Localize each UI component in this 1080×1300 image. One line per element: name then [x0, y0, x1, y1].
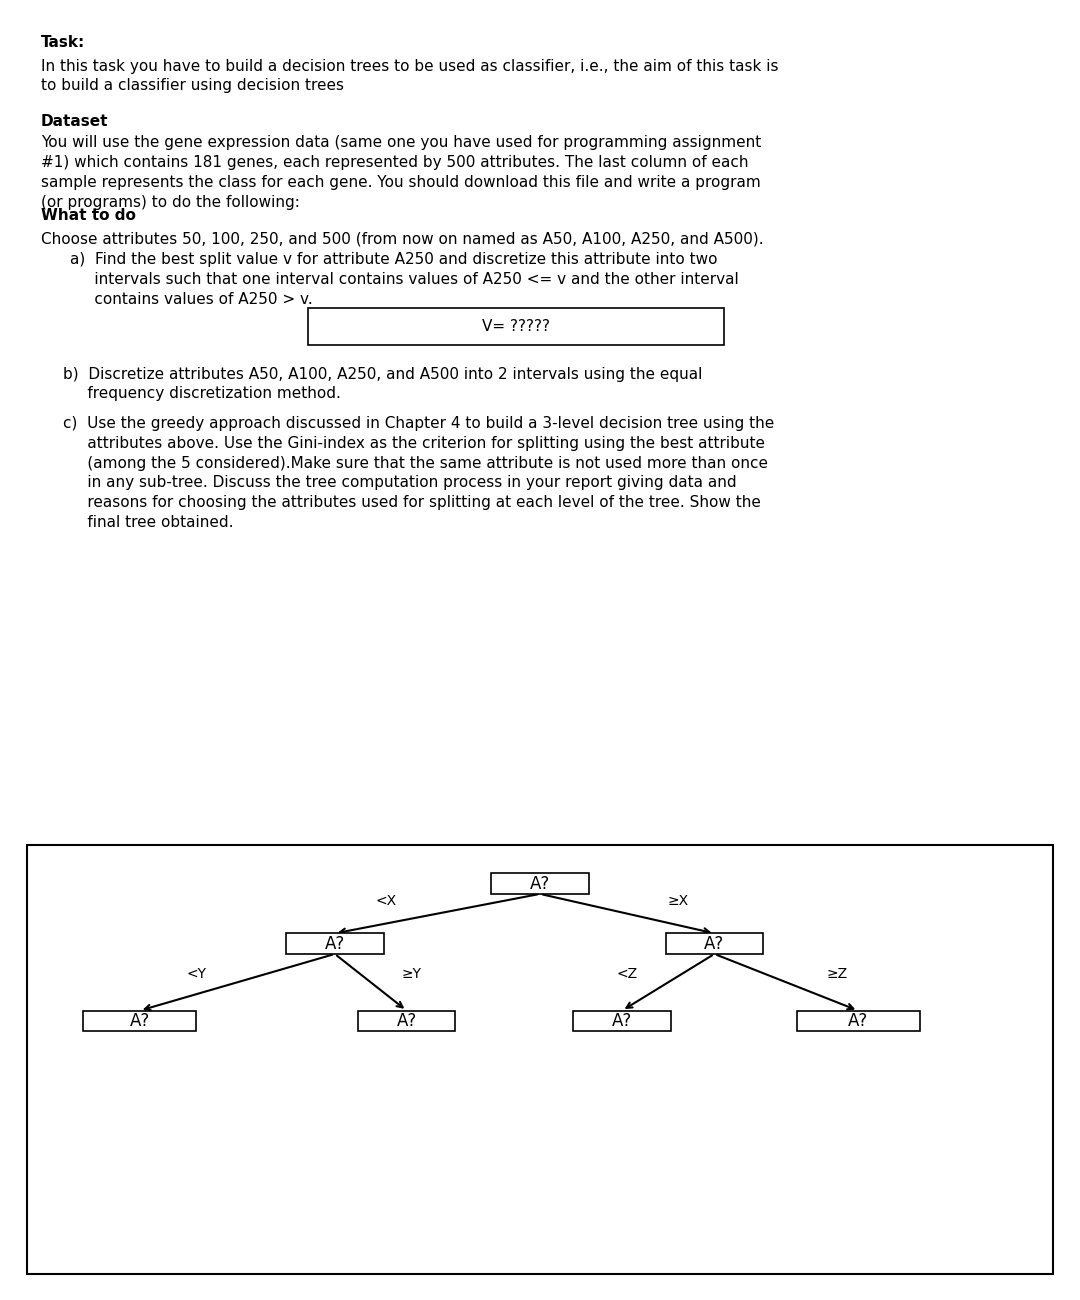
- Text: ≥Y: ≥Y: [402, 967, 422, 980]
- Text: In this task you have to build a decision trees to be used as classifier, i.e., : In this task you have to build a decisio…: [41, 58, 779, 94]
- Text: A?: A?: [612, 1011, 632, 1030]
- Bar: [83, 1010, 197, 1031]
- Text: <Y: <Y: [186, 967, 206, 980]
- Text: ≥Z: ≥Z: [827, 967, 848, 980]
- Text: b)  Discretize attributes A50, A100, A250, and A500 into 2 intervals using the e: b) Discretize attributes A50, A100, A250…: [63, 367, 702, 402]
- Bar: [573, 1010, 671, 1031]
- Text: A?: A?: [325, 935, 345, 953]
- Text: ≥X: ≥X: [667, 894, 689, 907]
- Text: Dataset: Dataset: [41, 114, 108, 130]
- Text: <Z: <Z: [617, 967, 638, 980]
- Text: a)  Find the best split value v for attribute A250 and discretize this attribute: a) Find the best split value v for attri…: [70, 252, 739, 307]
- Text: Task:: Task:: [41, 35, 85, 51]
- Text: V= ?????: V= ?????: [482, 318, 550, 334]
- Text: c)  Use the greedy approach discussed in Chapter 4 to build a 3-level decision t: c) Use the greedy approach discussed in …: [63, 416, 774, 530]
- Text: <X: <X: [376, 894, 396, 907]
- Bar: [665, 933, 764, 954]
- Text: What to do: What to do: [41, 208, 136, 224]
- Bar: [797, 1010, 920, 1031]
- Text: A?: A?: [130, 1011, 150, 1030]
- Text: A?: A?: [396, 1011, 417, 1030]
- Text: A?: A?: [530, 875, 550, 893]
- Text: Choose attributes 50, 100, 250, and 500 (from now on named as A50, A100, A250, a: Choose attributes 50, 100, 250, and 500 …: [41, 231, 764, 247]
- Bar: [491, 874, 589, 894]
- Bar: [286, 933, 383, 954]
- Text: You will use the gene expression data (same one you have used for programming as: You will use the gene expression data (s…: [41, 135, 761, 209]
- Bar: [357, 1010, 456, 1031]
- Text: A?: A?: [704, 935, 725, 953]
- Bar: [27, 845, 1053, 1274]
- Text: A?: A?: [848, 1011, 868, 1030]
- Bar: [308, 308, 724, 344]
